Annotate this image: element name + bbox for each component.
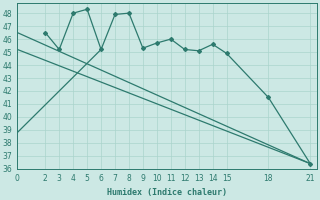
- X-axis label: Humidex (Indice chaleur): Humidex (Indice chaleur): [107, 188, 227, 197]
